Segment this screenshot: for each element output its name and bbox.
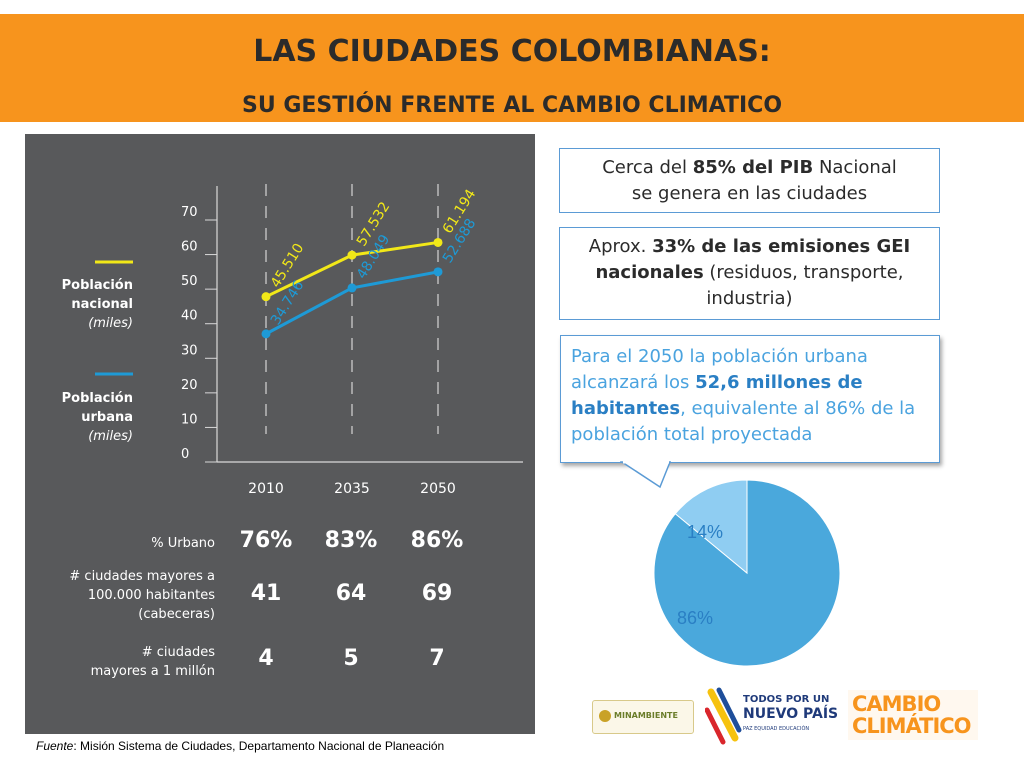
row-1m-2035: 5 <box>343 646 359 671</box>
minambiente-text: MINAMBIENTE <box>614 711 678 720</box>
x-tick-label: 2010 <box>248 481 284 497</box>
row-urbano-2050: 86% <box>410 528 464 553</box>
row-100k-2050: 69 <box>421 581 453 606</box>
callout-bold: 52,6 millones de habitantes <box>571 372 863 419</box>
y-tick-label: 0 <box>181 447 189 462</box>
data-point <box>433 267 443 277</box>
y-tick-label: 30 <box>181 343 198 358</box>
pib-pre: Cerca del <box>602 157 693 178</box>
pie-slice-86 <box>653 479 841 667</box>
page-title: LAS CIUDADES COLOMBIANAS: <box>253 34 771 69</box>
source-text: : Misión Sistema de Ciudades, Departamen… <box>73 739 445 753</box>
callout-pointer <box>620 461 672 489</box>
gei-bold2: nacionales <box>595 262 704 283</box>
legend-urban: Población urbana (miles) <box>45 389 133 446</box>
cambio-line-1: CAMBIO <box>852 692 941 716</box>
header-bar <box>0 14 1024 122</box>
row-label-ciudades-1m: # ciudades mayores a 1 millón <box>45 643 215 681</box>
callout-text: Para el 2050 la población urbana alcanza… <box>571 344 931 448</box>
row-urbano-2010: 76% <box>239 528 293 553</box>
source-footer: Fuente: Misión Sistema de Ciudades, Depa… <box>36 739 444 753</box>
source-label: Fuente <box>36 739 74 753</box>
info-box-pib: Cerca del 85% del PIB Nacional se genera… <box>559 148 940 213</box>
row-label-100k-line-2: 100.000 habitantes <box>87 588 215 603</box>
callout-box: Para el 2050 la población urbana alcanza… <box>560 335 940 463</box>
y-tick-label: 10 <box>181 412 198 427</box>
legend-national-label-1: Población <box>61 278 133 293</box>
row-1m-2050: 7 <box>429 646 445 671</box>
page-subtitle: SU GESTIÓN FRENTE AL CAMBIO CLIMATICO <box>241 93 783 118</box>
y-tick-label: 70 <box>181 205 198 220</box>
chart-panel: 0 10 20 30 40 50 60 70 2010 2035 2050 45.510 57.532 6… <box>25 134 535 734</box>
row-label-100k-line-3: (cabeceras) <box>138 607 215 622</box>
row-label-1m-line-1: # ciudades <box>141 645 215 660</box>
row-urbano-2035: 83% <box>324 528 378 553</box>
todos-por-un-nuevo-pais-logo: TODOS POR UN NUEVO PAÍS PAZ EQUIDAD EDUC… <box>705 686 838 746</box>
y-tick-label: 60 <box>181 240 198 255</box>
row-1m-2010: 4 <box>258 646 274 671</box>
minambiente-logo: MINAMBIENTE <box>592 700 694 734</box>
cambio-climatico-logo: CAMBIO CLIMÁTICO <box>848 690 978 740</box>
info-box-emisiones: Aprox. 33% de las emisiones GEI nacional… <box>559 227 940 320</box>
data-point <box>261 292 271 302</box>
legend-national-unit: (miles) <box>88 316 133 331</box>
legend-national: Población nacional (miles) <box>45 276 133 333</box>
todos-line-3: PAZ EQUIDAD EDUCACIÓN <box>743 726 810 732</box>
row-label-1m-line-2: mayores a 1 millón <box>90 664 215 679</box>
y-tick-label: 40 <box>181 309 198 324</box>
row-label-urbano-line: % Urbano <box>151 536 215 551</box>
todos-line-1: TODOS POR UN <box>743 694 830 705</box>
row-label-urbano: % Urbano <box>45 534 215 553</box>
row-100k-2035: 64 <box>335 581 367 606</box>
pib-post: Nacional <box>813 157 897 178</box>
gei-pre: Aprox. <box>588 236 653 257</box>
gei-line3: industria) <box>706 288 793 309</box>
data-point <box>433 237 443 247</box>
data-point <box>347 250 357 260</box>
gei-bold1: 33% de las emisiones GEI <box>652 236 911 257</box>
row-100k-2010: 41 <box>250 581 282 606</box>
pib-bold: 85% del PIB <box>692 157 814 178</box>
todos-line-2: NUEVO PAÍS <box>743 706 839 722</box>
x-tick-label: 2035 <box>334 481 370 497</box>
callout-pre: Para el 2050 la población urbana alcanza… <box>571 346 868 393</box>
legend-urban-label-1: Población <box>61 391 133 406</box>
legend-urban-unit: (miles) <box>88 429 133 444</box>
minambiente-emblem-icon <box>599 710 611 722</box>
legend-urban-label-2: urbana <box>81 410 133 425</box>
pie-label-14: 14% <box>687 522 723 542</box>
legend-national-label-2: nacional <box>71 297 133 312</box>
y-tick-label: 20 <box>181 378 198 393</box>
pib-line2: se genera en las ciudades <box>631 183 868 204</box>
x-tick-label: 2050 <box>420 481 456 497</box>
y-tick-label: 50 <box>181 274 198 289</box>
row-label-100k-line-1: # ciudades mayores a <box>69 569 215 584</box>
pie-label-86: 86% <box>677 608 713 628</box>
data-point <box>261 329 271 339</box>
pie-chart: 86% 14% <box>653 479 841 667</box>
gei-post: (residuos, transporte, <box>703 262 904 283</box>
callout-post: , equivalente al 86% de la población tot… <box>571 398 916 445</box>
colombia-stripes-icon <box>705 687 742 745</box>
cambio-line-2: CLIMÁTICO <box>852 714 972 738</box>
data-point <box>347 283 357 293</box>
pie-slice-14 <box>674 479 748 575</box>
row-label-ciudades-100k: # ciudades mayores a 100.000 habitantes … <box>45 567 215 624</box>
